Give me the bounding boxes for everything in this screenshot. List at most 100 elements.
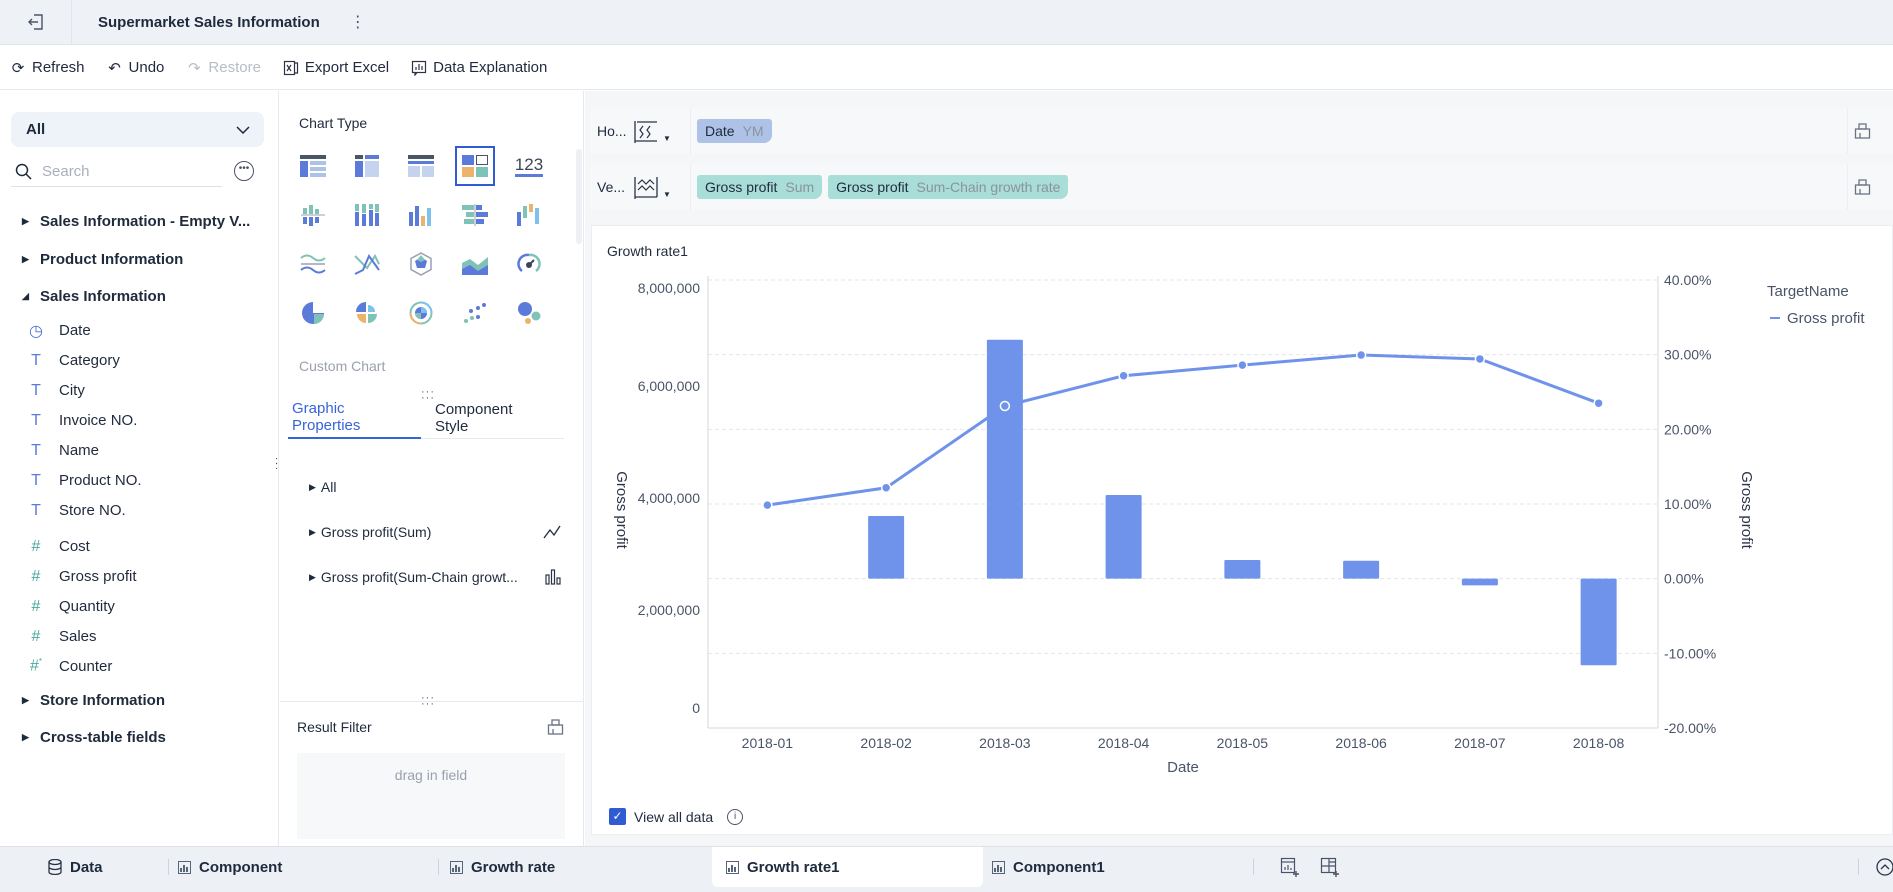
clear-shelf-icon[interactable] — [1854, 122, 1871, 139]
chart-type-group-table[interactable] — [347, 146, 387, 186]
chart-type-rose[interactable] — [347, 293, 387, 333]
custom-chart-label[interactable]: Custom Chart — [299, 358, 386, 374]
chart-type-wave[interactable] — [293, 244, 333, 284]
refresh-icon: ⟳ — [11, 59, 25, 77]
add-dashboard-button[interactable] — [1320, 847, 1340, 887]
chart-type-custom-combo[interactable] — [455, 146, 495, 186]
more-options-icon[interactable]: ••• — [234, 161, 254, 181]
chart-type-grouped-bar[interactable] — [293, 195, 333, 235]
svg-text:2018-05: 2018-05 — [1217, 735, 1269, 751]
clear-shelf-icon[interactable] — [1854, 178, 1871, 195]
search-input[interactable] — [42, 163, 202, 180]
field-date[interactable]: ◷ Date — [0, 316, 279, 346]
property-all[interactable]: ▶ All — [309, 479, 561, 495]
caret-right-icon: ▶ — [309, 481, 316, 492]
tab-growth-rate[interactable]: Growth rate — [450, 847, 555, 887]
field-invoice-no[interactable]: T Invoice NO. — [0, 406, 279, 436]
exit-button[interactable] — [0, 0, 72, 45]
field-counter[interactable]: #* Counter — [0, 652, 279, 682]
clear-filter-icon[interactable] — [547, 718, 564, 735]
svg-text:2018-04: 2018-04 — [1098, 735, 1150, 751]
data-explanation-button[interactable]: Data Explanation — [411, 59, 547, 76]
text-type-icon: T — [31, 381, 41, 399]
line-chart-icon[interactable] — [543, 525, 561, 539]
chart-type-bar[interactable] — [401, 195, 441, 235]
date-pill[interactable]: Date YM — [697, 119, 772, 143]
chart-type-stacked-bar[interactable] — [347, 195, 387, 235]
add-component-button[interactable] — [1280, 847, 1300, 887]
gross-profit-sum-pill[interactable]: Gross profit Sum — [697, 175, 823, 199]
horizontal-axis-dropzone[interactable]: Date YM — [690, 108, 1820, 154]
pill-aggregation: Sum-Chain growth rate — [916, 179, 1061, 195]
chart-type-pie[interactable] — [293, 293, 333, 333]
tab-label: Component — [199, 858, 283, 876]
group-cross-table-fields[interactable]: ▶ Cross-table fields — [0, 719, 279, 757]
resize-handle-icon[interactable]: ··· ··· — [421, 386, 435, 404]
property-gross-profit-chain-growth[interactable]: ▶ Gross profit(Sum-Chain growt... — [309, 569, 561, 585]
tab-component[interactable]: Component — [178, 847, 282, 887]
combo-chart[interactable]: -20.00% -10.00% 0.00% 10.00% 20.00% 30.00% 40.… — [592, 226, 1892, 786]
chart-type-range-bar[interactable] — [509, 195, 549, 235]
vertical-axis-type-dropdown[interactable]: ▼ — [633, 174, 683, 200]
view-all-data-checkbox[interactable]: ✓ — [609, 808, 626, 825]
view-all-data-option[interactable]: ✓ View all data i — [609, 808, 744, 825]
field-sales[interactable]: # Sales — [0, 622, 279, 652]
bubble-chart-icon — [518, 302, 541, 324]
chart-type-detail-table[interactable] — [293, 146, 333, 186]
caret-right-icon: ▶ — [22, 732, 29, 743]
chart-type-cross-table[interactable] — [401, 146, 441, 186]
tab-graphic-properties[interactable]: Graphic Properties — [288, 397, 421, 439]
restore-button[interactable]: ↷ Restore — [186, 59, 261, 77]
collapse-tabs-button[interactable] — [1876, 847, 1893, 887]
field-city[interactable]: T City — [0, 376, 279, 406]
chart-type-multi-pie[interactable] — [401, 293, 441, 333]
tab-component1[interactable]: Component1 — [992, 847, 1105, 887]
chart-type-area[interactable] — [455, 244, 495, 284]
grouped-bar-icon — [301, 205, 325, 226]
field-quantity[interactable]: # Quantity — [0, 592, 279, 622]
more-menu-icon[interactable]: ⋮ — [349, 14, 366, 31]
group-sales-information[interactable]: ◢ Sales Information — [0, 278, 279, 316]
svg-text:Gross profit: Gross profit — [1787, 310, 1865, 327]
field-gross-profit[interactable]: # Gross profit — [0, 562, 279, 592]
svg-text:Gross profit: Gross profit — [1738, 471, 1755, 549]
tab-data[interactable]: Data — [48, 847, 103, 887]
info-icon[interactable]: i — [727, 808, 744, 825]
undo-button[interactable]: ↶ Undo — [107, 59, 164, 77]
property-gross-profit-sum[interactable]: ▶ Gross profit(Sum) — [309, 524, 561, 540]
tab-growth-rate1[interactable]: Growth rate1 — [712, 847, 983, 887]
group-sales-information-empty[interactable]: ▶ Sales Information - Empty V... — [0, 203, 279, 241]
chart-type-scatter[interactable] — [455, 293, 495, 333]
group-product-information[interactable]: ▶ Product Information — [0, 241, 279, 279]
chart-type-scrollbar[interactable] — [576, 149, 582, 244]
field-store-no[interactable]: T Store NO. — [0, 496, 279, 526]
rose-chart-icon — [356, 302, 377, 323]
resize-handle-icon[interactable]: ··· ··· — [421, 692, 435, 710]
bar-chart-icon[interactable] — [545, 569, 561, 585]
field-product-no[interactable]: T Product NO. — [0, 466, 279, 496]
panel-resize-handle[interactable]: :: — [274, 455, 280, 472]
tab-component-style[interactable]: Component Style — [434, 401, 513, 435]
result-filter-dropzone[interactable]: drag in field — [297, 753, 565, 839]
table-selector-value: All — [26, 121, 46, 138]
group-store-information[interactable]: ▶ Store Information — [0, 682, 279, 720]
field-category[interactable]: T Category — [0, 346, 279, 376]
export-excel-label: Export Excel — [304, 59, 390, 76]
horizontal-axis-type-dropdown[interactable]: ▼ — [633, 118, 683, 144]
chart-type-gauge[interactable] — [509, 244, 549, 284]
svg-text:20.00%: 20.00% — [1664, 421, 1711, 437]
export-excel-button[interactable]: Export Excel — [283, 59, 389, 76]
caret-right-icon: ▶ — [22, 694, 29, 705]
refresh-button[interactable]: ⟳ Refresh — [10, 59, 85, 77]
chart-type-radar[interactable] — [401, 244, 441, 284]
gross-profit-growth-pill[interactable]: Gross profit Sum-Chain growth rate — [828, 175, 1069, 199]
table-selector[interactable]: All — [11, 112, 264, 147]
field-cost[interactable]: # Cost — [0, 532, 279, 562]
chart-type-kpi[interactable]: 123 — [509, 146, 549, 186]
chart-type-line[interactable] — [347, 244, 387, 284]
clock-icon: ◷ — [29, 322, 43, 340]
chart-type-bubble[interactable] — [509, 293, 549, 333]
vertical-axis-dropzone[interactable]: Gross profit Sum Gross profit Sum-Chain … — [690, 164, 1820, 210]
field-name[interactable]: T Name — [0, 436, 279, 466]
chart-type-symmetric-bar[interactable] — [455, 195, 495, 235]
